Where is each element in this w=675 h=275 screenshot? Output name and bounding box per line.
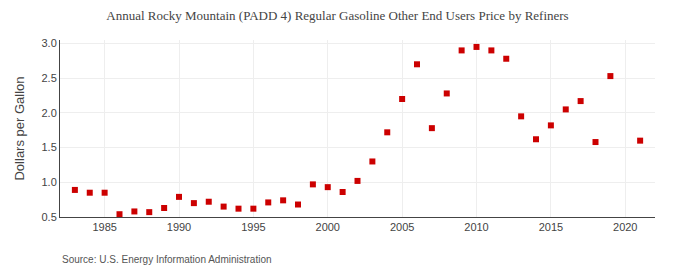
svg-text:Source: U.S. Energy Informatio: Source: U.S. Energy Information Administ… bbox=[62, 254, 272, 265]
svg-text:0.5: 0.5 bbox=[42, 211, 57, 223]
svg-text:Dollars per Gallon: Dollars per Gallon bbox=[12, 76, 27, 180]
svg-text:2000: 2000 bbox=[316, 221, 340, 233]
svg-text:Annual Rocky Mountain (PADD 4): Annual Rocky Mountain (PADD 4) Regular G… bbox=[106, 8, 568, 23]
svg-text:1985: 1985 bbox=[92, 221, 116, 233]
svg-text:2.5: 2.5 bbox=[42, 72, 57, 84]
svg-text:3.0: 3.0 bbox=[42, 37, 57, 49]
svg-text:2.0: 2.0 bbox=[42, 107, 57, 119]
svg-text:2010: 2010 bbox=[464, 221, 488, 233]
svg-text:1.5: 1.5 bbox=[42, 141, 57, 153]
svg-text:2020: 2020 bbox=[613, 221, 637, 233]
svg-text:1990: 1990 bbox=[167, 221, 191, 233]
svg-text:2005: 2005 bbox=[390, 221, 414, 233]
svg-text:1995: 1995 bbox=[241, 221, 265, 233]
svg-text:2015: 2015 bbox=[539, 221, 563, 233]
svg-text:1.0: 1.0 bbox=[42, 176, 57, 188]
